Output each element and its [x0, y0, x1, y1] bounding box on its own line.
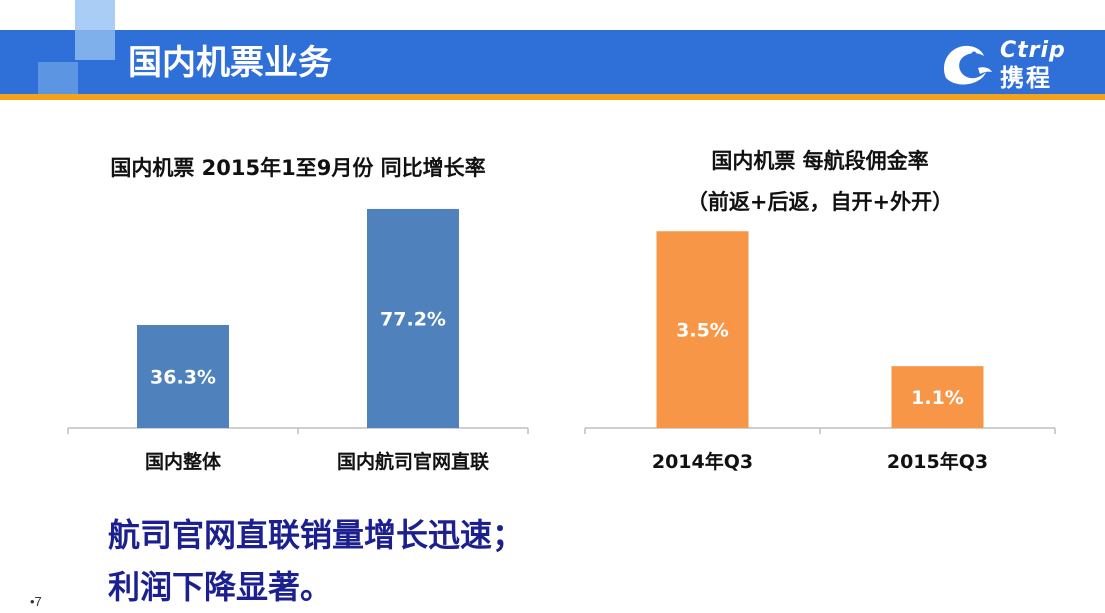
chart2-category-label-1: 2015年Q3: [887, 450, 988, 473]
chart1-category-label-1: 国内航司官网直联: [337, 450, 489, 473]
conclusion-line-1: 航司官网直联销量增长迅速；: [108, 516, 525, 554]
chart2-category-label-0: 2014年Q3: [652, 450, 753, 473]
chart2-title-line1: 国内机票 每航段佣金率: [711, 149, 929, 173]
chart1-bar-1: [367, 208, 459, 428]
chart2-plot: 3.5% 2014年Q3 1.1% 2015年Q3: [584, 231, 1056, 473]
chart2-data-label-1: 1.1%: [911, 387, 964, 409]
dolphin-logo-icon: [944, 45, 992, 85]
logo-brand-en: Ctrip: [1000, 38, 1066, 63]
deco-square-4: [75, 30, 115, 60]
chart2-bar-0: [656, 231, 749, 428]
logo-brand-cn: 携程: [1000, 64, 1052, 92]
chart2-bar-1: [891, 366, 984, 428]
chart2-title-line2: （前返+后返，自开+外开）: [686, 190, 954, 214]
chart1-title: 国内机票 2015年1至9月份 同比增长率: [110, 156, 486, 180]
chart1-bar-0: [137, 324, 229, 428]
chart1-data-label-0: 36.3%: [150, 366, 216, 388]
chart1-plot: 36.3% 国内整体 77.2% 国内航司官网直联: [67, 208, 529, 473]
chart1-data-label-1: 77.2%: [380, 308, 446, 330]
chart2-data-label-0: 3.5%: [676, 320, 729, 342]
page-number: •7: [30, 594, 42, 609]
header-bar: [0, 30, 1105, 94]
deco-square-1: [75, 0, 115, 30]
deco-square-5: [38, 62, 78, 94]
chart1-category-label-0: 国内整体: [145, 450, 222, 473]
header-accent-line: [0, 94, 1105, 100]
conclusion-line-2: 利润下降显著。: [108, 568, 333, 606]
slide-title: 国内机票业务: [128, 43, 332, 83]
